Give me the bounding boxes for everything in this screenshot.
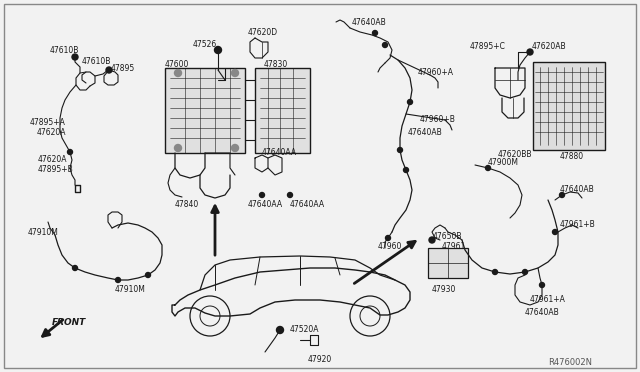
Text: 47640AA: 47640AA	[290, 200, 325, 209]
Circle shape	[72, 54, 78, 60]
Text: 47600: 47600	[165, 60, 189, 69]
Circle shape	[276, 327, 284, 334]
Circle shape	[259, 192, 264, 198]
Text: FRONT: FRONT	[52, 318, 86, 327]
Bar	[533, 62, 605, 150]
Circle shape	[175, 70, 182, 77]
Text: 47640AB: 47640AB	[560, 185, 595, 194]
Text: 47895: 47895	[111, 64, 135, 73]
Text: 47640AB: 47640AB	[408, 128, 443, 137]
Circle shape	[522, 269, 527, 275]
Circle shape	[403, 167, 408, 173]
Circle shape	[232, 70, 239, 77]
Text: 47895+B: 47895+B	[38, 165, 74, 174]
Circle shape	[232, 144, 239, 151]
Circle shape	[106, 67, 112, 73]
Circle shape	[540, 282, 545, 288]
Circle shape	[145, 273, 150, 278]
Circle shape	[552, 230, 557, 234]
Circle shape	[372, 31, 378, 35]
Text: 47960: 47960	[378, 242, 403, 251]
Text: 47961+A: 47961+A	[530, 295, 566, 304]
Circle shape	[287, 192, 292, 198]
Circle shape	[429, 237, 435, 243]
Text: R476002N: R476002N	[548, 358, 592, 367]
Text: 47640AB: 47640AB	[352, 18, 387, 27]
Bar	[255, 68, 310, 153]
Text: 47620A: 47620A	[38, 155, 67, 164]
Circle shape	[559, 192, 564, 198]
Circle shape	[493, 269, 497, 275]
Text: 47961: 47961	[442, 242, 467, 251]
Circle shape	[72, 266, 77, 270]
Text: 47895+A: 47895+A	[30, 118, 66, 127]
Text: 47900M: 47900M	[488, 158, 519, 167]
Circle shape	[397, 148, 403, 153]
Text: 47620AB: 47620AB	[532, 42, 566, 51]
Bar	[428, 248, 468, 278]
Circle shape	[115, 278, 120, 282]
Text: 47526: 47526	[193, 40, 217, 49]
Circle shape	[486, 166, 490, 170]
Circle shape	[214, 46, 221, 54]
Text: 47920: 47920	[308, 355, 332, 364]
Text: 47640AA: 47640AA	[248, 200, 283, 209]
Text: 47930: 47930	[432, 285, 456, 294]
Text: 47830: 47830	[264, 60, 288, 69]
Text: 47620A: 47620A	[37, 128, 67, 137]
Text: 47961+B: 47961+B	[560, 220, 596, 229]
Text: 47620D: 47620D	[248, 28, 278, 37]
Circle shape	[385, 235, 390, 241]
Text: 47960+A: 47960+A	[418, 68, 454, 77]
Text: 47650B: 47650B	[433, 232, 463, 241]
Text: 47880: 47880	[560, 152, 584, 161]
Text: 47640AB: 47640AB	[525, 308, 560, 317]
Text: 47520A: 47520A	[290, 325, 319, 334]
Text: 47620BB: 47620BB	[498, 150, 532, 159]
Text: 47840: 47840	[175, 200, 199, 209]
Circle shape	[67, 150, 72, 154]
Text: 47910M: 47910M	[28, 228, 59, 237]
Bar	[165, 68, 245, 153]
Text: 47610B: 47610B	[82, 57, 111, 66]
Circle shape	[383, 42, 387, 48]
Circle shape	[408, 99, 413, 105]
Text: 47910M: 47910M	[115, 285, 146, 294]
Text: 47960+B: 47960+B	[420, 115, 456, 124]
Text: 47610B: 47610B	[50, 46, 79, 55]
Text: 47640AA: 47640AA	[262, 148, 297, 157]
Circle shape	[527, 49, 533, 55]
Circle shape	[175, 144, 182, 151]
Text: 47895+C: 47895+C	[470, 42, 506, 51]
